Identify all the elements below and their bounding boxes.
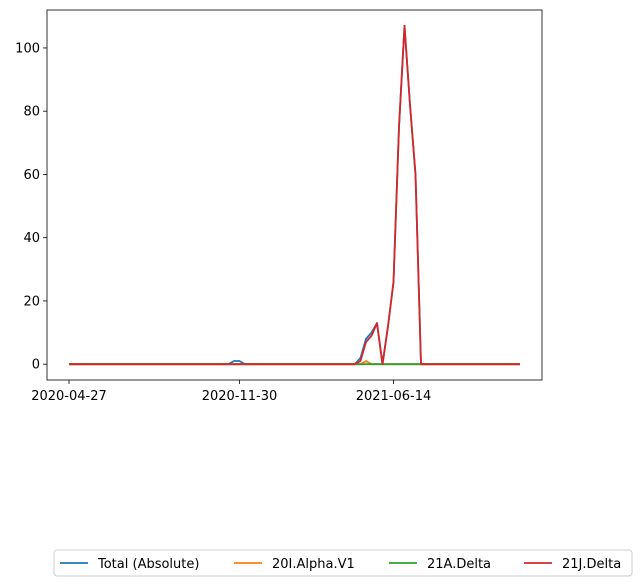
- x-tick-label: 2020-04-27: [31, 389, 107, 404]
- series-line-3: [69, 24, 520, 366]
- y-tick-label: 60: [23, 168, 40, 183]
- legend-label-3: 21J.Delta: [562, 557, 621, 572]
- legend-frame: [53, 549, 633, 577]
- plot-background: [47, 10, 542, 380]
- y-tick-label: 40: [23, 231, 40, 246]
- legend: Total (Absolute) 20I.Alpha.V1 21A.Delta 21J…: [53, 549, 633, 577]
- plot-frame: [46, 9, 543, 381]
- y-axis: 0 20 40 60 80 100: [15, 41, 47, 373]
- y-tick-label: 100: [15, 41, 40, 56]
- x-tick-label: 2020-11-30: [202, 389, 278, 404]
- x-tick-label: 2021-06-14: [356, 389, 432, 404]
- y-tick-label: 20: [23, 294, 40, 309]
- legend-label-1: 20I.Alpha.V1: [272, 557, 355, 572]
- series-layer: [69, 24, 520, 366]
- legend-label-2: 21A.Delta: [427, 557, 491, 572]
- y-tick-label: 0: [32, 358, 40, 373]
- legend-label-0: Total (Absolute): [97, 557, 199, 572]
- y-tick-label: 80: [23, 105, 40, 120]
- x-axis: 2020-04-27 2020-11-30 2021-06-14: [31, 380, 431, 404]
